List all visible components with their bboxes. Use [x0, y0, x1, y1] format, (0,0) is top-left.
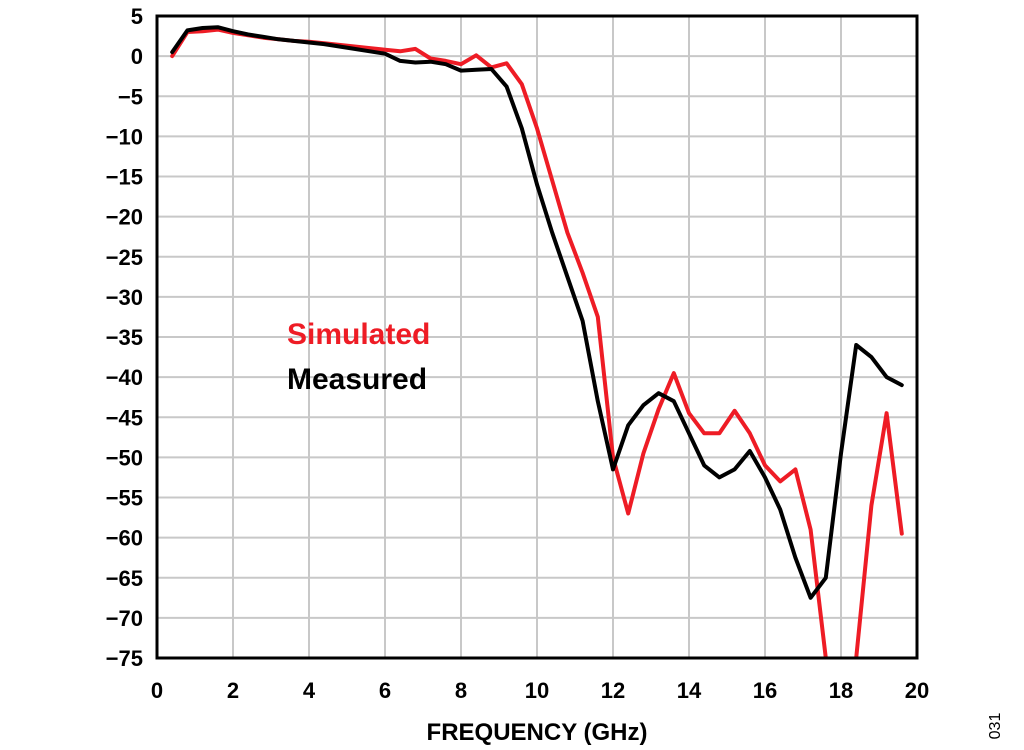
x-tick-label: 6 [379, 678, 391, 703]
y-tick-label: −15 [106, 165, 143, 190]
y-tick-label: −60 [106, 526, 143, 551]
x-tick-label: 20 [905, 678, 929, 703]
y-tick-label: −5 [118, 84, 143, 109]
y-tick-label: −35 [106, 325, 143, 350]
x-tick-label: 18 [829, 678, 853, 703]
x-tick-label: 10 [525, 678, 549, 703]
y-tick-label: 0 [131, 44, 143, 69]
y-tick-label: −75 [106, 646, 143, 671]
y-tick-label: −70 [106, 606, 143, 631]
x-tick-label: 4 [303, 678, 316, 703]
plot-frame [155, 14, 919, 660]
y-axis-tick-labels: 5 0 −5 −10 −15 −20 −25 −30 −35 −40 −45 −50 −55 −60 −65… [106, 4, 143, 671]
legend-measured-label: Measured [287, 363, 427, 396]
x-axis-tick-labels: 0 2 4 6 8 10 12 14 16 18 20 [151, 678, 929, 703]
x-tick-label: 16 [753, 678, 777, 703]
x-tick-label: 2 [227, 678, 239, 703]
y-tick-label: −30 [106, 285, 143, 310]
x-tick-label: 12 [601, 678, 625, 703]
y-tick-label: −65 [106, 566, 143, 591]
y-tick-label: 5 [131, 4, 143, 29]
x-tick-label: 8 [455, 678, 467, 703]
legend-simulated-label: Simulated [287, 318, 430, 351]
y-tick-label: −20 [106, 205, 143, 230]
y-tick-label: −40 [106, 365, 143, 390]
series-layer [170, 25, 904, 658]
y-tick-label: −45 [106, 405, 143, 430]
series-line-measured [170, 25, 904, 600]
y-tick-label: −50 [106, 445, 143, 470]
y-tick-label: −25 [106, 245, 143, 270]
x-tick-label: 0 [151, 678, 163, 703]
y-tick-label: −55 [106, 486, 143, 511]
x-tick-label: 14 [677, 678, 702, 703]
x-axis-label: FREQUENCY (GHz) [427, 719, 648, 746]
figure-number: 031 [987, 713, 1004, 740]
y-tick-label: −10 [106, 124, 143, 149]
